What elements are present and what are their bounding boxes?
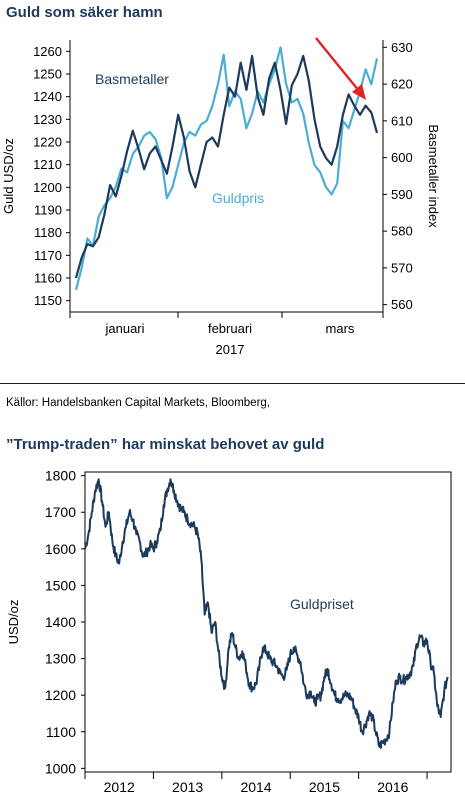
chart2-ytick-label: 1000 [45,760,76,776]
chart1-ytick-label: 1200 [33,180,62,195]
gold-price-history-chart: 1000 1100 1200 1300 1400 1500 1600 1700 1800 201… [6,468,452,794]
chart1-ytick-label: 1210 [33,157,62,172]
chart2-x-ticks: 2012 2013 2014 2015 2016 [84,772,428,794]
chart1-right-ticks: 560 570 580 590 600 610 620 630 [383,40,413,312]
chart1-ytick-label: 1150 [34,293,62,308]
chart2-ytick-label: 1200 [45,687,76,703]
chart1-ytick-label: 1160 [34,271,62,286]
chart1-ytick-label: 1260 [33,44,62,59]
chart1-ytick-label: 1250 [33,67,62,82]
chart1-y2tick-label: 600 [391,150,413,165]
red-arrow-annotation [315,37,366,100]
chart1-left-ticks: 1150 1160 1170 1180 1190 1200 1210 1220 1230 1240… [33,44,70,308]
chart2-xtick-label: 2012 [104,779,135,794]
chart1-y2tick-label: 590 [391,187,413,202]
series-label-guldpris: Guldpris [212,190,264,206]
chart1-xtick-label-februari: februari [208,321,252,336]
chart1-y2tick-label: 570 [391,260,413,275]
chart2-xtick-label: 2016 [377,779,408,794]
chart1-year-label: 2017 [216,342,245,357]
chart1-xtick-label-mars: mars [326,321,355,336]
chart1-y-axis-label: Guld USD/oz [1,138,16,214]
chart1-y2tick-label: 560 [391,297,413,312]
chart1-xtick-label-januari: januari [104,321,144,336]
chart1-ytick-label: 1230 [33,112,62,127]
chart2-xtick-label: 2013 [172,779,203,794]
chart1-y2tick-label: 580 [391,224,413,239]
series-label-guldpriset: Guldpriset [290,596,354,612]
chart2-ytick-label: 1400 [45,614,76,630]
series-label-basmetaller: Basmetaller [95,71,169,87]
section-divider [0,383,465,384]
series-line-basmetaller [74,54,379,279]
chart1-ytick-label: 1170 [34,248,62,263]
series-line-guldpris [74,46,379,291]
chart2-ytick-label: 1800 [45,468,76,484]
chart1-y2-axis-label: Basmetaller index [426,124,441,228]
chart2-xtick-label: 2014 [240,779,271,794]
chart1-ytick-label: 1220 [33,135,62,150]
chart1-y2tick-label: 610 [391,113,413,128]
chart2-ytick-label: 1600 [45,541,76,557]
chart1-title: Guld som säker hamn [6,4,163,21]
chart1-ytick-label: 1180 [34,225,62,240]
chart1-ytick-label: 1190 [34,203,62,218]
chart2-ytick-label: 1300 [45,651,76,667]
chart2-title: ”Trump-traden” har minskat behovet av gu… [6,436,325,453]
chart1-x-ticks [69,312,384,318]
chart2-plot-frame [84,471,452,773]
chart2-ytick-label: 1500 [45,577,76,593]
chart1-ytick-label: 1240 [33,89,62,104]
chart1-y2tick-label: 630 [391,40,413,55]
chart1-y2tick-label: 620 [391,77,413,92]
chart2-ytick-label: 1100 [46,724,76,740]
chart2-y-ticks: 1000 1100 1200 1300 1400 1500 1600 1700 1800 [45,468,85,776]
chart2-y-axis-label: USD/oz [6,600,21,645]
chart2-xtick-label: 2015 [309,779,340,794]
gold-vs-basemetals-chart: 1150 1160 1170 1180 1190 1200 1210 1220 1230 1240… [1,37,441,357]
series-line-guldpriset [84,478,449,749]
chart2-ytick-label: 1700 [45,504,76,520]
source-note: Källor: Handelsbanken Capital Markets, B… [6,397,270,409]
